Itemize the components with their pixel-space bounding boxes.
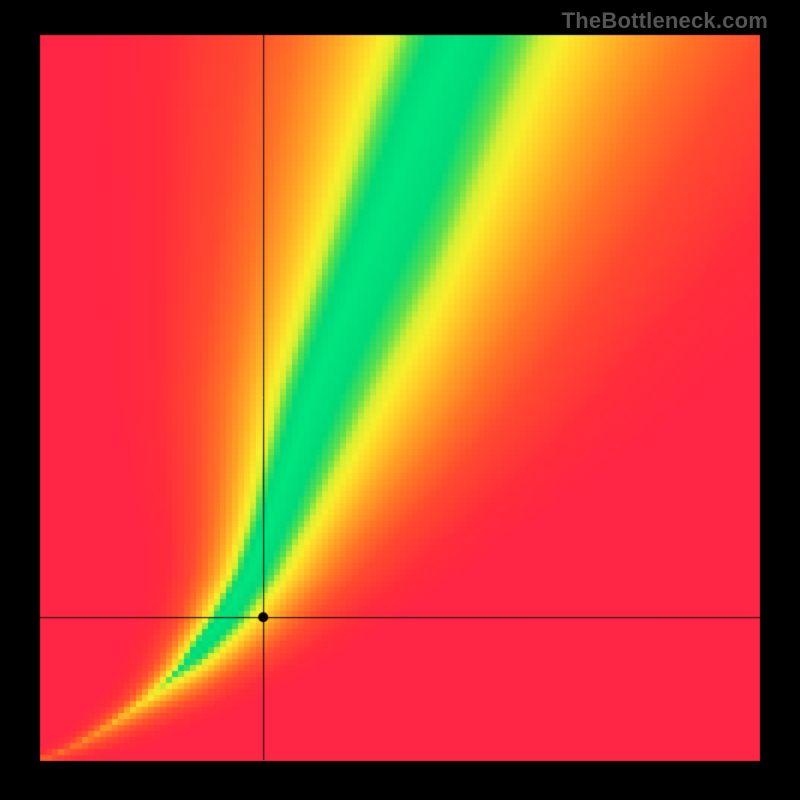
chart-container: TheBottleneck.com bbox=[0, 0, 800, 800]
heatmap-canvas bbox=[0, 0, 800, 800]
